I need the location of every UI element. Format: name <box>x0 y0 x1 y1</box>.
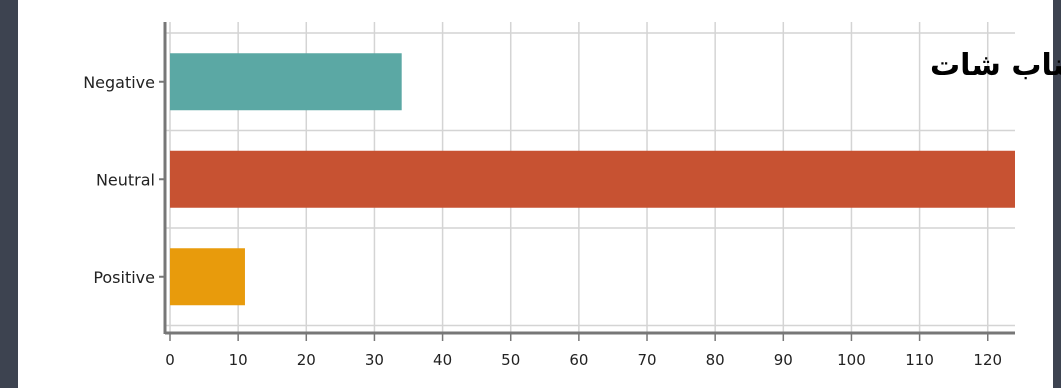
bar-neutral <box>170 150 1015 208</box>
x-axis-ticks: 0 10 20 30 40 50 60 70 80 90 100 110 120 <box>165 333 1002 369</box>
x-tick-label: 40 <box>433 351 452 369</box>
x-tick-label: 70 <box>637 351 656 369</box>
x-tick-label: 20 <box>297 351 316 369</box>
x-tick-label: 120 <box>973 351 1002 369</box>
y-category-label: Neutral <box>96 170 155 189</box>
x-tick-label: 10 <box>229 351 248 369</box>
x-tick-label: 90 <box>774 351 793 369</box>
x-tick-label: 80 <box>706 351 725 369</box>
x-tick-label: 110 <box>905 351 934 369</box>
x-tick-label: 60 <box>569 351 588 369</box>
bar-negative <box>170 53 402 111</box>
x-tick-label: 30 <box>365 351 384 369</box>
x-tick-label: 0 <box>165 351 175 369</box>
y-category-label: Positive <box>93 268 155 287</box>
x-tick-label: 100 <box>837 351 866 369</box>
bar-positive <box>170 248 245 306</box>
x-tick-label: 50 <box>501 351 520 369</box>
bars <box>170 53 1015 306</box>
y-axis-categories: Negative Neutral Positive <box>83 73 165 287</box>
y-category-label: Negative <box>83 73 155 92</box>
chart-title: سناب شات <box>930 48 1061 83</box>
